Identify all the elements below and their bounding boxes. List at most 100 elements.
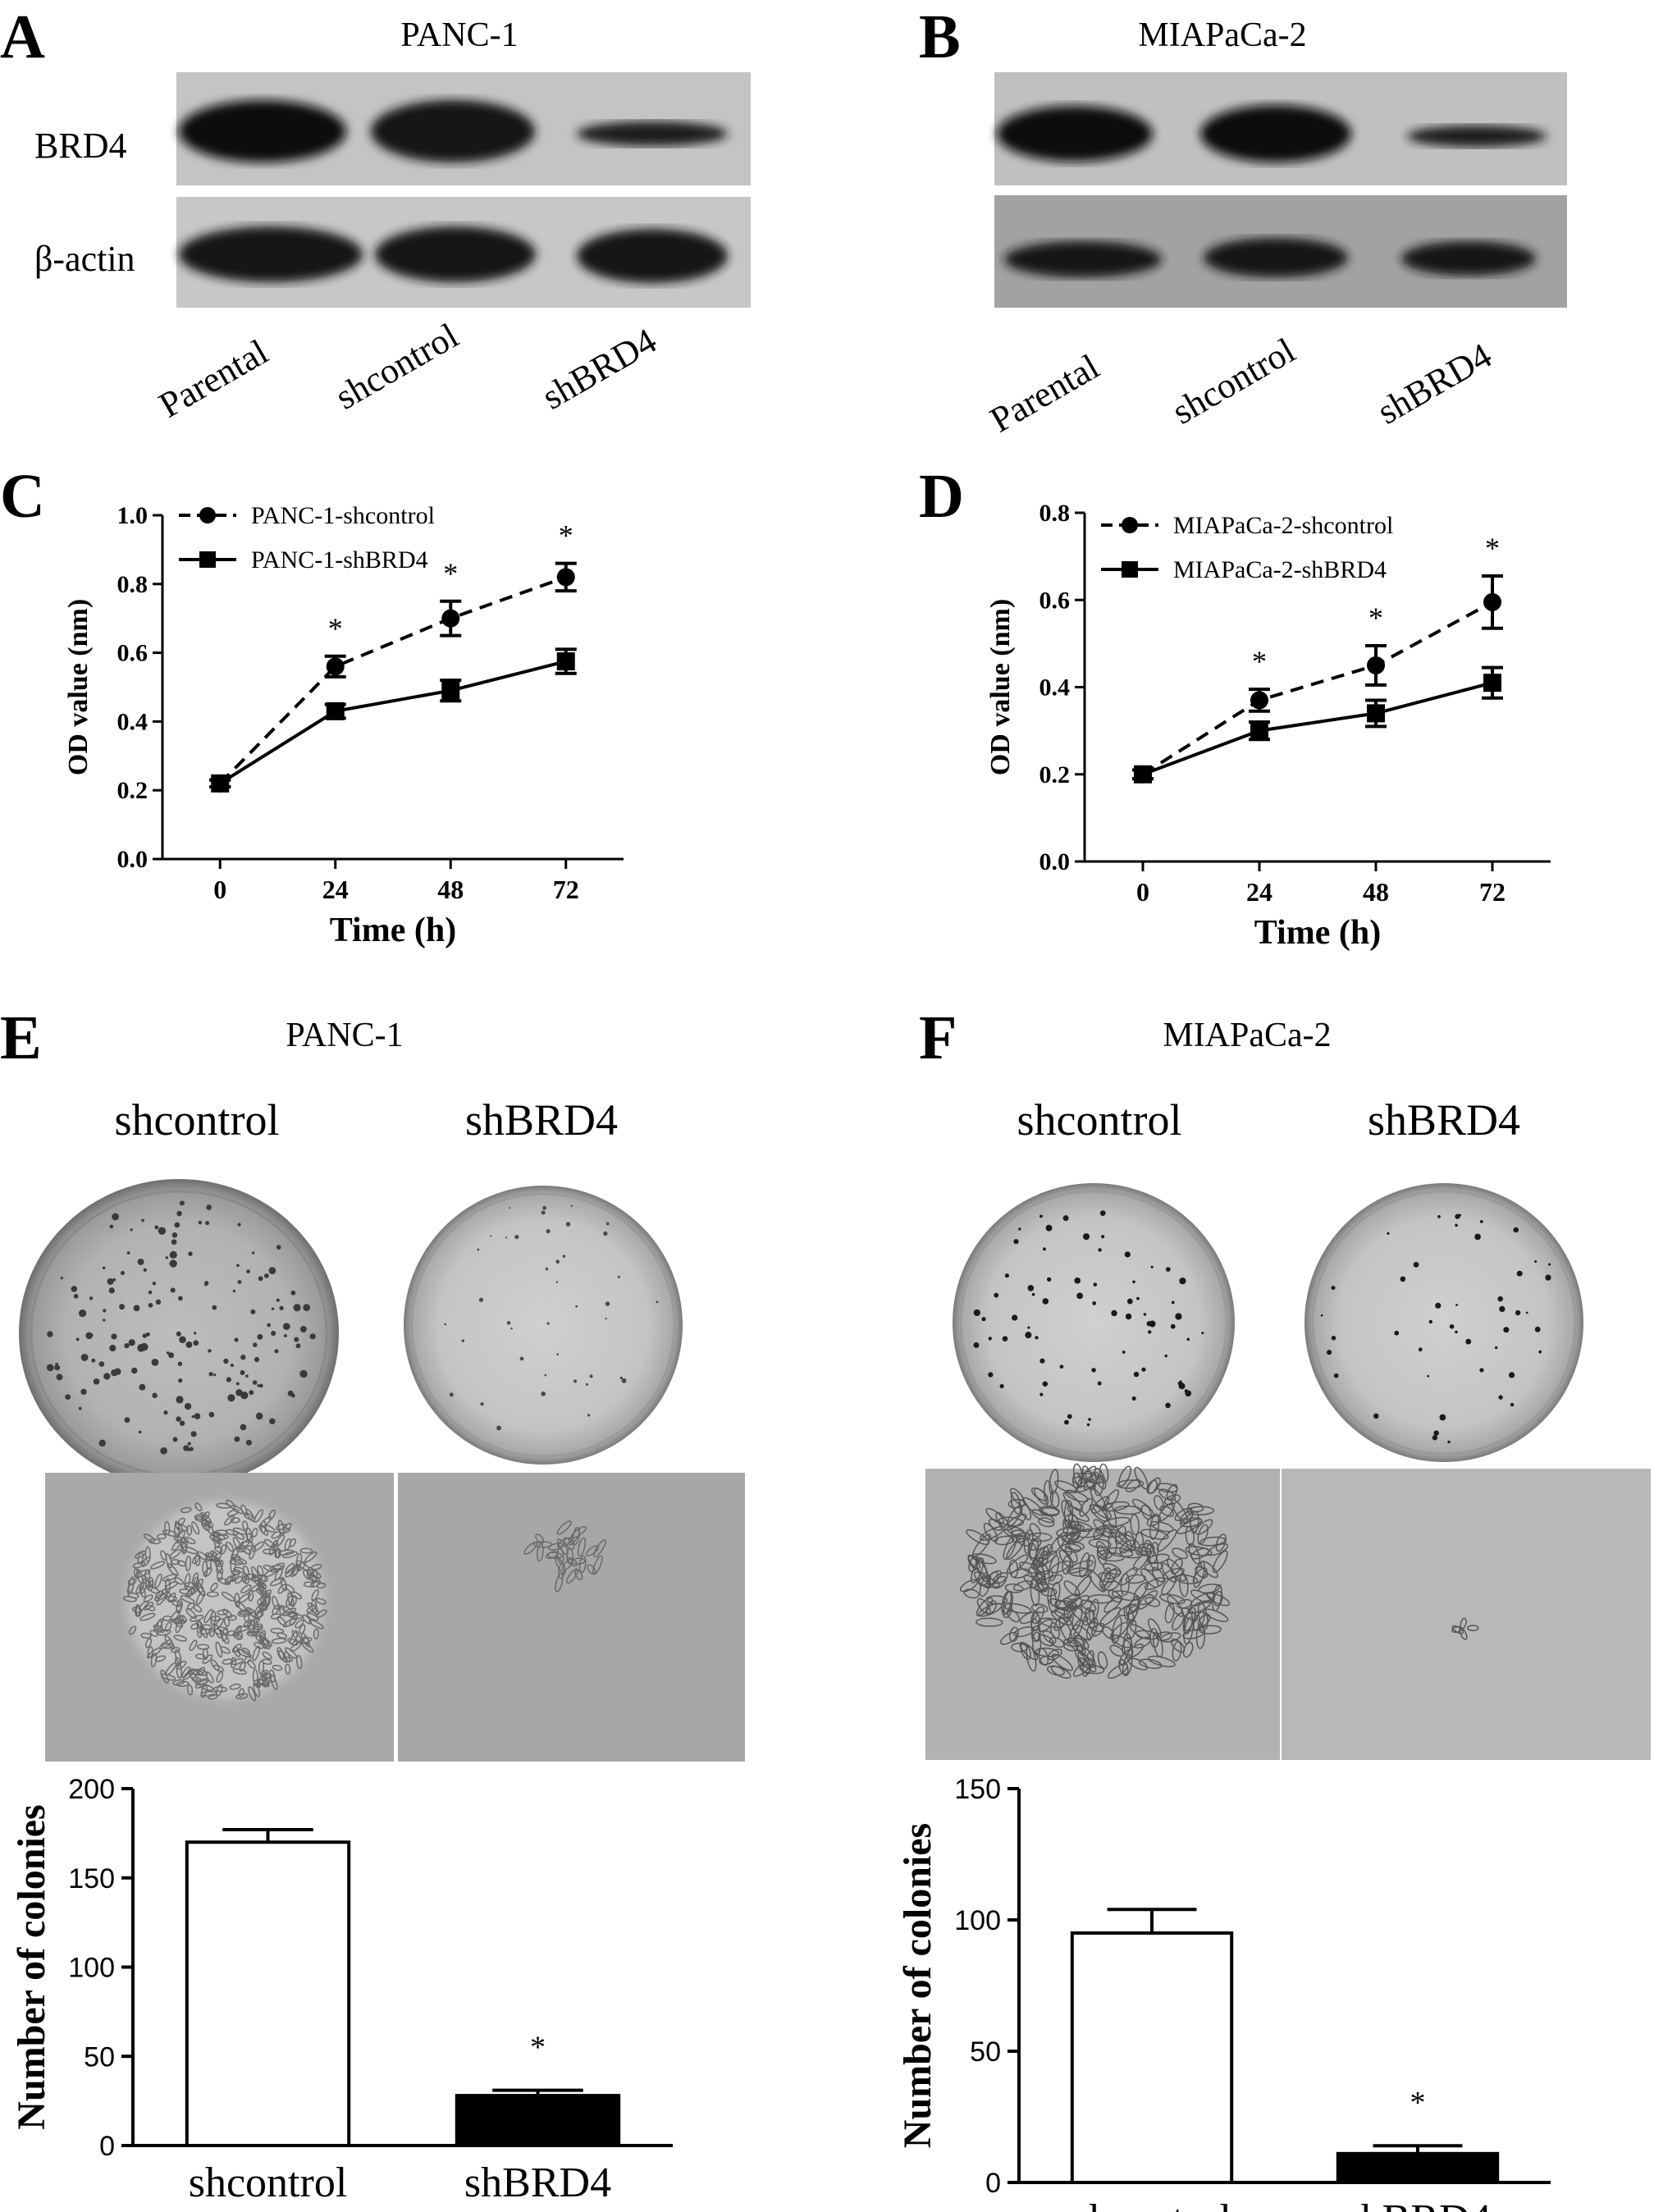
colony-dot bbox=[274, 1349, 279, 1354]
colony-dot bbox=[46, 1364, 54, 1372]
cell bbox=[303, 1569, 311, 1580]
colony-dot bbox=[1093, 1282, 1098, 1287]
cell bbox=[164, 1520, 171, 1536]
colony-dot bbox=[303, 1304, 311, 1311]
cell bbox=[181, 1539, 188, 1555]
cell bbox=[1154, 1495, 1164, 1511]
colony-dot bbox=[1141, 1367, 1146, 1372]
colony-dot bbox=[973, 1309, 980, 1317]
colony-dot bbox=[1498, 1395, 1503, 1400]
colony-dot bbox=[1437, 1214, 1441, 1218]
cell bbox=[190, 1623, 200, 1630]
cell bbox=[1172, 1547, 1188, 1560]
colony-dot bbox=[257, 1384, 260, 1387]
cell bbox=[247, 1625, 263, 1634]
cell bbox=[1215, 1533, 1227, 1552]
colony-dish-f-shcontrol bbox=[953, 1183, 1235, 1462]
cell bbox=[1068, 1619, 1084, 1643]
cell bbox=[1066, 1594, 1090, 1612]
cell bbox=[547, 1552, 563, 1560]
y-tick-label-c-3: 0.6 bbox=[117, 640, 148, 667]
cell bbox=[1066, 1560, 1094, 1574]
y-tick-label-c-0: 0.0 bbox=[117, 846, 148, 873]
colony-dot bbox=[1099, 1210, 1106, 1216]
cell bbox=[1181, 1607, 1199, 1622]
colony-dot bbox=[263, 1273, 269, 1278]
cell bbox=[1094, 1474, 1104, 1497]
cell bbox=[971, 1557, 985, 1584]
cell bbox=[1099, 1606, 1122, 1627]
colony-dot bbox=[1088, 1418, 1091, 1421]
colony-dot bbox=[258, 1383, 263, 1388]
colony-dot bbox=[203, 1281, 209, 1286]
colony-dot bbox=[295, 1343, 301, 1349]
colony-dot bbox=[1458, 1213, 1461, 1217]
colony-dot bbox=[589, 1374, 593, 1378]
colony-dot bbox=[240, 1424, 247, 1431]
cell bbox=[156, 1592, 168, 1606]
cell bbox=[199, 1684, 214, 1692]
colony-dot bbox=[555, 1281, 559, 1283]
cell bbox=[1027, 1542, 1038, 1561]
cell bbox=[299, 1624, 306, 1634]
colony-dot bbox=[160, 1446, 167, 1455]
cell bbox=[1197, 1524, 1209, 1545]
series-line-d-0 bbox=[1141, 601, 1493, 776]
cell bbox=[992, 1575, 1007, 1589]
cell bbox=[1039, 1655, 1055, 1666]
colony-dot bbox=[496, 1425, 502, 1431]
cell bbox=[1086, 1554, 1096, 1573]
colony-dot bbox=[251, 1251, 255, 1255]
cell bbox=[210, 1659, 220, 1671]
colony-dot bbox=[236, 1264, 240, 1268]
cell bbox=[1042, 1629, 1057, 1644]
y-tick-label-f-3: 150 bbox=[954, 1774, 1001, 1805]
x-tick-label-c-0: 0 bbox=[213, 875, 226, 904]
cell bbox=[1146, 1553, 1170, 1565]
blot-row-label-actin: β-actin bbox=[34, 239, 135, 279]
cell bbox=[251, 1541, 265, 1552]
colony-dot bbox=[245, 1374, 249, 1378]
cell bbox=[1063, 1642, 1079, 1652]
cell bbox=[1073, 1631, 1086, 1657]
colony-dot bbox=[178, 1378, 183, 1383]
cell bbox=[1111, 1616, 1122, 1645]
cell bbox=[226, 1509, 240, 1517]
cell bbox=[195, 1620, 203, 1631]
colony-dot bbox=[267, 1323, 272, 1328]
colony-dot bbox=[1086, 1423, 1090, 1427]
colony-dot bbox=[75, 1337, 80, 1341]
colony-dot bbox=[124, 1343, 130, 1349]
cell bbox=[1093, 1525, 1106, 1540]
colony-dot bbox=[154, 1225, 159, 1230]
cell bbox=[1118, 1659, 1129, 1675]
lane-label-a-1: Parental bbox=[153, 331, 275, 426]
cell bbox=[1057, 1593, 1081, 1609]
cell bbox=[254, 1642, 264, 1649]
cell bbox=[270, 1613, 281, 1620]
colony-dot bbox=[621, 1378, 627, 1383]
lane-label-a-3: shBRD4 bbox=[536, 320, 664, 417]
cell bbox=[194, 1678, 209, 1686]
cell bbox=[277, 1584, 287, 1594]
colony-dot bbox=[174, 1222, 180, 1228]
cell bbox=[222, 1608, 233, 1619]
cell bbox=[157, 1533, 167, 1540]
cell bbox=[262, 1651, 272, 1660]
colony-dot bbox=[208, 1372, 213, 1377]
colony-dot bbox=[133, 1305, 140, 1312]
cell bbox=[1050, 1666, 1071, 1680]
cell bbox=[201, 1511, 210, 1521]
colony-dot bbox=[145, 1332, 150, 1337]
cell bbox=[1155, 1631, 1172, 1641]
colony-dot bbox=[194, 1413, 201, 1419]
significance-d-2: * bbox=[1485, 532, 1500, 564]
cell bbox=[563, 1537, 575, 1551]
colony-dot bbox=[587, 1414, 591, 1417]
cell bbox=[185, 1608, 197, 1620]
colony-dot bbox=[56, 1373, 63, 1381]
cell bbox=[555, 1573, 564, 1593]
cell bbox=[1037, 1577, 1049, 1593]
colony-dot bbox=[258, 1276, 263, 1282]
colony-dot bbox=[1510, 1402, 1515, 1407]
